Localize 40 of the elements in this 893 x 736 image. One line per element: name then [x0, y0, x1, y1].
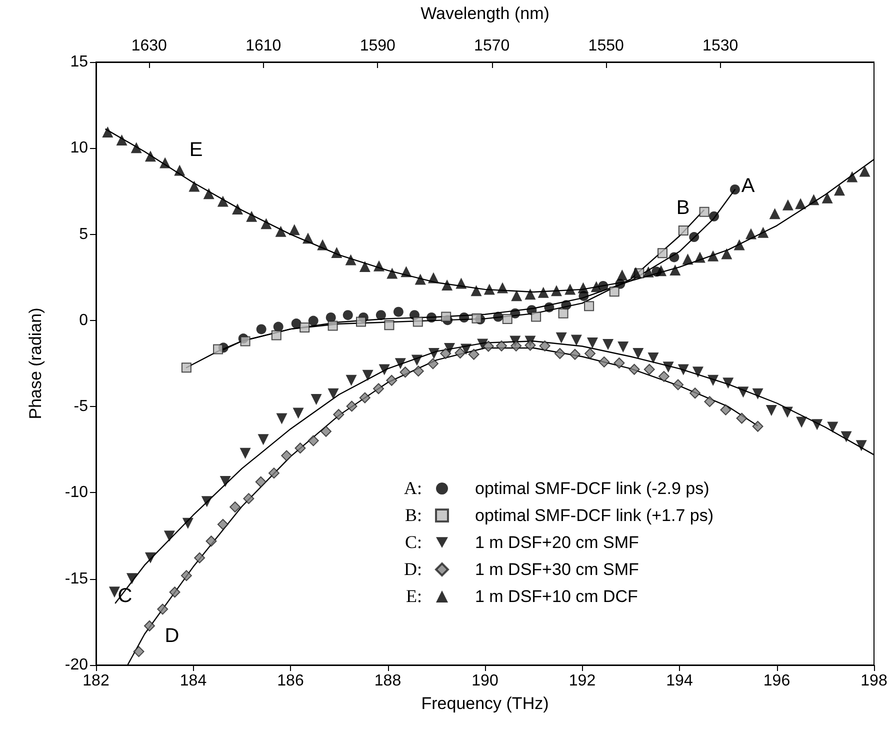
y-tick-label: -5: [74, 398, 88, 416]
x2-tick-label: 1550: [588, 38, 624, 54]
x-tick-label: 188: [374, 672, 402, 690]
legend-label: optimal SMF-DCF link (-2.9 ps): [475, 479, 710, 498]
y-tick-label: -10: [64, 484, 88, 502]
y-tick-label: 5: [79, 226, 88, 243]
y-tick-label: 15: [70, 54, 88, 70]
x-tick-label: 182: [82, 672, 110, 690]
annotation: A: [741, 175, 756, 197]
x2-tick-label: 1590: [360, 38, 396, 54]
x-tick-label: 194: [666, 672, 693, 690]
legend-label: optimal SMF-DCF link (+1.7 ps): [475, 506, 714, 525]
y-tick-label: 10: [70, 140, 88, 157]
y-tick-label: -15: [64, 570, 88, 588]
x-tick-label: 190: [472, 672, 498, 690]
y-tick-label: -20: [64, 656, 88, 674]
annotation: E:: [406, 586, 422, 606]
annotation: D: [164, 625, 180, 647]
legend-label: 1 m DSF+10 cm DCF: [475, 587, 638, 606]
x2-tick-label: 1630: [131, 38, 168, 54]
annotation: B: [676, 197, 690, 219]
x2-tick-label: 1530: [702, 38, 738, 54]
legend-label: 1 m DSF+30 cm SMF: [475, 560, 639, 579]
x-tick-label: 192: [568, 672, 596, 690]
x-tick-label: 196: [763, 672, 790, 690]
annotation: A:: [404, 478, 422, 498]
x2-tick-label: 1570: [474, 38, 510, 54]
x-tick-label: 186: [277, 672, 304, 690]
x-tick-label: 184: [180, 672, 207, 690]
x-tick-label: 198: [860, 672, 888, 690]
y-axis-title: Phase (radian): [26, 308, 45, 420]
x2-tick-label: 1610: [246, 38, 282, 54]
legend-label: 1 m DSF+20 cm SMF: [475, 533, 639, 552]
x2-axis-title: Wavelength (nm): [420, 4, 550, 23]
y-tick-label: 0: [79, 312, 88, 329]
annotation: D:: [404, 559, 422, 579]
annotation: C:: [404, 532, 422, 552]
annotation: B:: [404, 505, 422, 525]
x-axis-title: Frequency (THz): [421, 694, 549, 713]
annotation: E: [189, 139, 203, 161]
